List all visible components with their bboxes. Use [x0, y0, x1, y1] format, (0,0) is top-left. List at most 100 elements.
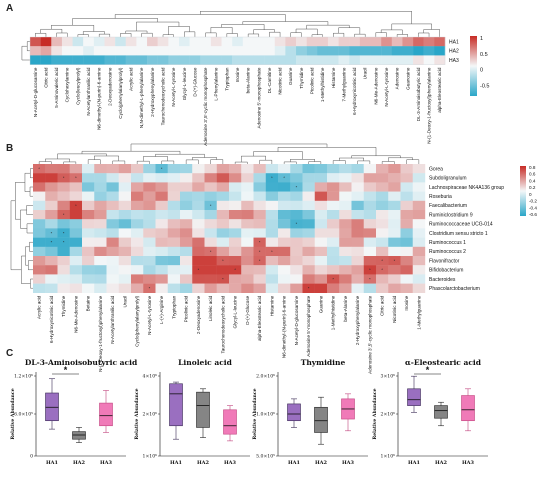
heatmap-cell: [285, 55, 297, 65]
heatmap-cell: [278, 228, 291, 238]
significance-mark: *: [222, 258, 224, 263]
heatmap-cell: [339, 256, 352, 266]
heatmap-cell: [253, 173, 266, 183]
heatmap-cell: [57, 237, 70, 247]
heatmap-cell: [338, 46, 350, 56]
heatmap-cell: [351, 246, 364, 257]
heatmap-cell: [229, 200, 242, 211]
heatmap-cell: [229, 219, 242, 229]
heatmap-cell: [143, 237, 156, 247]
significance-mark: *: [259, 249, 261, 254]
significance-mark: *: [381, 258, 383, 263]
heatmap-cell: [229, 237, 242, 247]
heatmap-cell: [83, 37, 95, 47]
heatmap-cell: [274, 55, 286, 65]
heatmap-cell: [216, 219, 230, 229]
heatmap-cell: [229, 274, 242, 284]
column-label: Thymidine: [299, 67, 304, 89]
heatmap-cell: [388, 191, 401, 201]
heatmap-cell: [302, 164, 315, 174]
significance-mark: *: [63, 240, 65, 245]
heatmap-cell: [61, 55, 73, 65]
dendrogram-branch: [375, 32, 387, 37]
dendrogram-branch: [357, 160, 371, 164]
heatmap-cell: [192, 173, 205, 183]
heatmap-cell: [94, 246, 107, 257]
boxplot-chart: Thymidine 2.0×10⁶ 1.0×10⁶ 5.0×10⁵ Relative A…: [252, 358, 368, 466]
column-label: Adenosine 5'-monophosphate: [306, 295, 311, 356]
heatmap-cell: [93, 55, 105, 65]
dendrogram-branch: [192, 157, 217, 160]
heatmap-cell: [314, 237, 328, 247]
significance-mark: *: [271, 249, 273, 254]
heatmap-cell: [376, 228, 389, 238]
heatmap-cell: [412, 219, 426, 229]
colorbar-gradient: [470, 36, 477, 96]
heatmap-cell: [221, 55, 233, 65]
heatmap-cell: [131, 265, 144, 275]
heatmap-cell: [339, 200, 352, 211]
heatmap-cell: [302, 219, 315, 229]
heatmap-cell: [143, 173, 156, 183]
heatmap-cell: [278, 265, 291, 275]
column-label: 6-Hydroxynicotinic acid: [352, 67, 357, 115]
heatmap-cell: [253, 200, 266, 211]
heatmap-cell: [82, 210, 95, 220]
heatmap-cell: [265, 274, 279, 284]
heatmap-cell: [178, 37, 190, 47]
heatmap-cell: [204, 173, 217, 183]
heatmap-cell: [94, 200, 107, 211]
heatmap-cell: [33, 256, 46, 266]
heatmap-cell: [413, 37, 424, 47]
heatmap-cell: [180, 219, 193, 229]
box: [196, 391, 210, 428]
dendrogram-branch: [143, 156, 168, 162]
heatmap-cell: [400, 228, 413, 238]
heatmap-cell: [241, 210, 254, 220]
heatmap-cell: [264, 55, 275, 65]
heatmap-cell: [278, 191, 291, 201]
heatmap-cell: [290, 210, 303, 220]
heatmap-cell: [216, 274, 230, 284]
heatmap-cell: [115, 37, 126, 47]
x-tick-label: HA2: [197, 460, 210, 466]
heatmap-cell: [143, 164, 156, 174]
heatmap-cell: [167, 246, 181, 257]
significance-mark: *: [63, 230, 65, 235]
heatmap-cell: [339, 182, 352, 192]
colorbar-tick: 1: [480, 36, 483, 42]
dendrogram-branch: [136, 160, 150, 164]
heatmap-cell: [327, 191, 340, 201]
heatmap-cell: [167, 283, 181, 293]
heatmap-cell: [265, 246, 279, 257]
heatmap-cell: [402, 37, 414, 47]
dendrogram-branch: [381, 161, 395, 164]
heatmap-cell: [388, 237, 401, 247]
heatmap-cell: [45, 210, 58, 220]
heatmap-cell: [192, 210, 205, 220]
column-label: Tryptophan: [171, 295, 176, 319]
heatmap-cell: [388, 219, 401, 229]
heatmap-cell: [200, 55, 212, 65]
column-label: N-(1-Deoxy-1-fructosyl)phenylalanine: [98, 295, 103, 372]
heatmap-b-column-dendrogram: [38, 143, 420, 164]
colorbar-tick: 0: [480, 68, 483, 74]
heatmap-cell: [192, 246, 205, 257]
significance-mark: *: [63, 212, 65, 217]
column-label: N-(1-Deoxy-1-fructosyl)phenylalanine: [427, 67, 432, 144]
heatmap-cell: [302, 228, 315, 238]
column-label: Acrylic acid: [37, 295, 42, 319]
significance-mark: *: [296, 221, 298, 226]
column-label: L-(+)-Arginine: [159, 295, 164, 324]
heatmap-cell: [351, 173, 364, 183]
row-label: Bacteroides: [429, 277, 456, 283]
heatmap-cell: [327, 265, 340, 275]
column-label: 1-Methylhistidine: [320, 67, 325, 102]
x-tick-label: HA2: [73, 460, 86, 466]
heatmap-cell: [339, 228, 352, 238]
heatmap-cell: [423, 55, 435, 65]
y-tick-label: 2×10⁶: [381, 412, 396, 418]
heatmap-cell: [278, 274, 291, 284]
heatmap-cell: [241, 182, 254, 192]
colorbar-tick: 0.4: [529, 178, 536, 183]
